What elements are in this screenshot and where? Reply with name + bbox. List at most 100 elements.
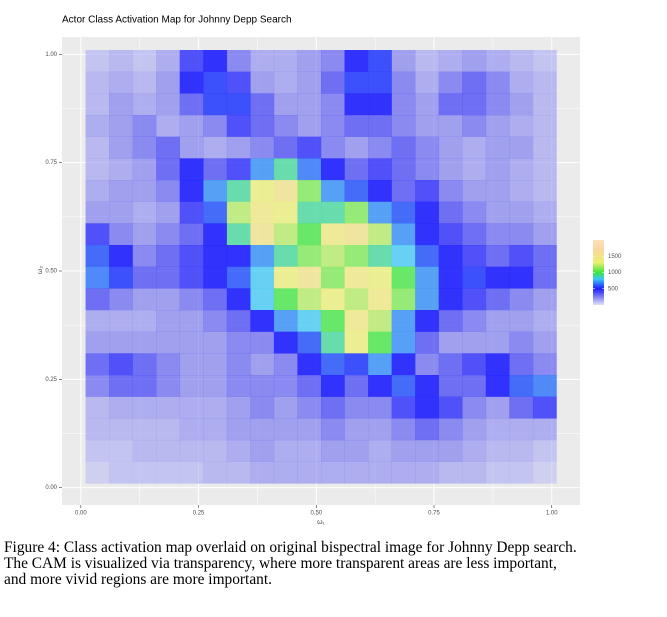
heat-cell [368,245,392,267]
heat-cell [344,440,369,462]
heat-cell [109,461,133,484]
heat-cell [462,288,487,311]
heat-cell [415,136,440,159]
heat-cell [109,375,133,397]
heat-cell [85,223,110,246]
heat-cell [226,331,251,354]
heat-cell [509,331,534,354]
heat-cell [250,136,275,159]
heat-cell [297,245,322,267]
heat-cell [532,180,557,202]
heat-cell [179,71,204,94]
heat-cell [132,50,157,72]
heat-cell [438,245,463,267]
heat-cell [344,115,369,137]
heat-cell [485,440,510,462]
heat-cell [415,180,440,202]
heat-cell [368,418,392,441]
heat-cell [273,245,298,267]
heat-cell [462,158,487,181]
heat-cell [109,331,133,354]
heat-cell [415,245,440,267]
heat-cell [250,266,275,289]
heat-cell [226,201,251,224]
heat-cell [297,50,322,72]
heat-cell [438,266,463,289]
heat-cell [203,115,228,137]
heat-cell [438,310,463,332]
heat-cell [226,50,251,72]
heat-cell [509,396,534,419]
heat-cell [391,440,416,462]
heat-cell [250,245,275,267]
heat-cell [297,223,322,246]
heat-cell [273,180,298,202]
heat-cell [250,115,275,137]
heat-cell [226,461,251,484]
heat-cell [368,201,392,224]
heat-cell [415,418,440,441]
heat-cell [109,418,133,441]
heat-cell [109,201,133,224]
heat-cell [415,71,440,94]
heat-cell [156,201,181,224]
heat-cell [179,418,204,441]
heat-cell [132,245,157,267]
colorbar-label: 1500 [608,254,622,260]
heat-cell [250,93,275,116]
heat-cell [485,180,510,202]
heat-cell [297,375,322,397]
heat-cell [109,245,133,267]
heat-cell [509,461,534,484]
heat-cell [85,266,110,289]
heat-cell [132,266,157,289]
heat-cell [368,440,392,462]
heat-cell [179,310,204,332]
heat-cell [509,71,534,94]
heat-cell [226,71,251,94]
heat-cell [132,310,157,332]
heat-cell [368,266,392,289]
heat-cell [179,180,204,202]
chart-title: Actor Class Activation Map for Johnny De… [62,15,292,26]
heat-cell [226,418,251,441]
heat-cell [509,440,534,462]
heat-cell [109,440,133,462]
heat-cell [509,136,534,159]
heat-cell [321,71,345,94]
heat-cell [203,375,228,397]
heat-cell [415,266,440,289]
heat-cell [203,93,228,116]
heat-cell [156,461,181,484]
heat-cell [132,158,157,181]
heat-cell [509,201,534,224]
heat-cell [321,245,345,267]
heat-cell [344,331,369,354]
heat-cell [132,136,157,159]
heat-cell [415,375,440,397]
heat-cell [485,461,510,484]
heat-cell [532,158,557,181]
heat-cell [109,71,133,94]
heat-cell [368,396,392,419]
heat-cell [321,418,345,441]
heat-cell [415,461,440,484]
heat-cell [85,201,110,224]
heat-cell [438,50,463,72]
heat-cell [297,331,322,354]
heat-cell [321,396,345,419]
heat-cell [226,245,251,267]
heat-cell [321,223,345,246]
heat-cell [85,353,110,376]
heat-cell [391,71,416,94]
heat-cell [415,223,440,246]
heat-cell [321,201,345,224]
heat-cell [297,288,322,311]
heat-cell [226,115,251,137]
x-tick-label: 1.00 [546,511,558,517]
heat-cell [273,136,298,159]
heat-cell [368,50,392,72]
heat-cell [532,310,557,332]
heat-cell [462,180,487,202]
heat-cell [485,266,510,289]
